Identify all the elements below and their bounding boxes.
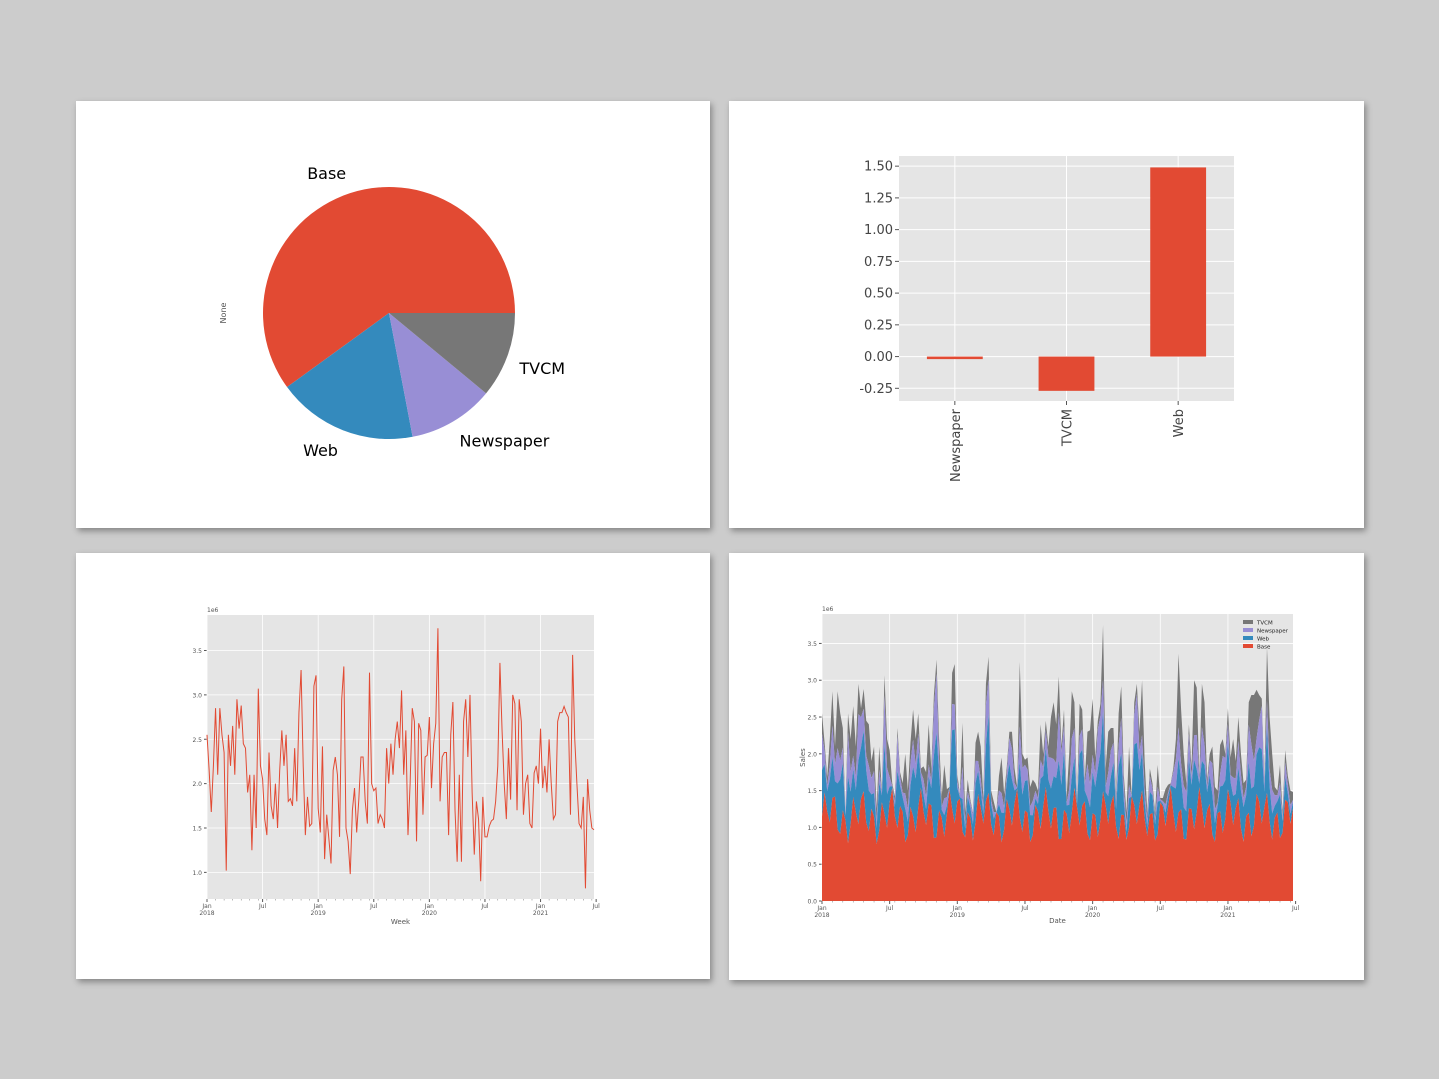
pie-chart-panel: Base Web Newspaper TVCM None — [76, 101, 710, 528]
x-tick-label: Jan — [313, 903, 323, 910]
pie-slice-tvcm — [389, 313, 515, 394]
y-tick-label: 2.0 — [192, 781, 202, 788]
area-base — [822, 787, 1293, 901]
y-tick-label: -0.25 — [859, 382, 893, 397]
x-tick-label-web: Web — [1172, 409, 1187, 437]
x-tick-label: Jul — [885, 905, 894, 912]
x-tick-sublabel: 2020 — [1085, 912, 1100, 919]
bar-chart-panel: -0.25 0.00 0.25 0.50 0.75 1.00 1.25 1.50 Newspap… — [729, 101, 1364, 528]
pie-label-base: Base — [307, 164, 346, 183]
legend-swatch-tvcm — [1243, 620, 1253, 624]
x-tick-sublabel: 2018 — [199, 910, 214, 917]
sales-line — [206, 628, 595, 889]
pie-slice-web — [287, 313, 413, 439]
y-offset-label: 1e6 — [822, 606, 834, 613]
legend-swatch-web — [1243, 636, 1253, 640]
x-tick-sublabel: 2021 — [533, 910, 548, 917]
y-tick-label: 3.0 — [192, 692, 202, 699]
y-tick-label: 0.0 — [807, 899, 817, 906]
area-web — [822, 711, 1293, 845]
legend-label-web: Web — [1257, 637, 1269, 643]
y-tick-label: 2.0 — [807, 751, 817, 758]
y-tick-label: 2.5 — [807, 715, 817, 722]
y-tick-label: 0.00 — [864, 350, 893, 365]
x-tick-label: Jul — [1020, 905, 1029, 912]
pie-slice-base — [263, 187, 515, 388]
y-tick-label: 1.50 — [864, 160, 893, 175]
x-tick-label-tvcm: TVCM — [1061, 409, 1076, 447]
x-tick-label: Jul — [1291, 905, 1300, 912]
pie-label-tvcm: TVCM — [518, 359, 565, 378]
x-tick-label: Jan — [952, 905, 962, 912]
x-axis-label: Week — [391, 918, 411, 926]
pie-label-web: Web — [303, 441, 338, 460]
x-tick-label: Jul — [592, 903, 601, 910]
y-tick-label: 0.25 — [864, 318, 893, 333]
bar-newspaper — [926, 356, 983, 360]
x-tick-sublabel: 2018 — [814, 912, 829, 919]
y-tick-label: 1.5 — [807, 788, 817, 795]
line-chart-panel: 1.0 1.5 2.0 2.5 3.0 3.5 Jan 2018 Jul Jan 2019 Jul Ja… — [76, 553, 710, 979]
y-tick-label: 3.5 — [807, 641, 817, 648]
x-tick-label: Jan — [201, 903, 211, 910]
y-tick-label: 2.5 — [192, 737, 202, 744]
pie-ylabel: None — [219, 302, 228, 323]
x-tick-label: Jul — [258, 903, 267, 910]
y-tick-label: 1.0 — [807, 825, 817, 832]
plot-area — [207, 615, 594, 899]
x-tick-label: Jul — [369, 903, 378, 910]
y-tick-label: 1.0 — [192, 870, 202, 877]
y-tick-label: 3.5 — [192, 648, 202, 655]
y-tick-label: 3.0 — [807, 678, 817, 685]
x-tick-label: Jul — [1156, 905, 1165, 912]
y-offset-label: 1e6 — [207, 607, 219, 614]
y-tick-label: 0.50 — [864, 287, 893, 302]
y-tick-label: 1.5 — [192, 826, 202, 833]
y-tick-label: 1.00 — [864, 223, 893, 238]
legend-swatch-base — [1243, 644, 1253, 648]
area-chart-panel: 0.0 0.5 1.0 1.5 2.0 2.5 3.0 3.5 Jan 2018 Jul Jan 201… — [729, 553, 1364, 980]
x-tick-label: Jul — [480, 903, 489, 910]
bar-chart: -0.25 0.00 0.25 0.50 0.75 1.00 1.25 1.50 Newspap… — [859, 156, 1234, 482]
y-tick-label: 0.75 — [864, 255, 893, 270]
bar-web — [1150, 167, 1207, 357]
pie-label-newspaper: Newspaper — [460, 431, 550, 450]
x-tick-label: Jan — [816, 905, 826, 912]
pie-slice-newspaper — [389, 313, 487, 437]
x-tick-label-newspaper: Newspaper — [949, 408, 964, 482]
y-axis-label: Sales — [799, 748, 807, 767]
x-tick-sublabel: 2019 — [950, 912, 965, 919]
legend-swatch-newspaper — [1243, 628, 1253, 632]
legend-label-base: Base — [1257, 645, 1271, 651]
x-tick-sublabel: 2020 — [422, 910, 437, 917]
area-newspaper — [822, 673, 1293, 832]
legend-label-newspaper: Newspaper — [1257, 629, 1289, 635]
y-tick-label: 0.5 — [807, 862, 817, 869]
bar-tvcm — [1038, 356, 1095, 391]
x-tick-label: Jan — [424, 903, 434, 910]
x-tick-label: Jan — [1087, 905, 1097, 912]
x-tick-sublabel: 2019 — [311, 910, 326, 917]
x-axis-label: Date — [1049, 917, 1066, 925]
pie-chart: Base Web Newspaper TVCM None — [219, 164, 565, 460]
x-tick-label: Jan — [535, 903, 545, 910]
x-tick-sublabel: 2021 — [1220, 912, 1235, 919]
x-tick-label: Jan — [1222, 905, 1232, 912]
y-tick-label: 1.25 — [864, 191, 893, 206]
area-tvcm — [822, 625, 1293, 825]
legend-label-tvcm: TVCM — [1256, 621, 1273, 627]
